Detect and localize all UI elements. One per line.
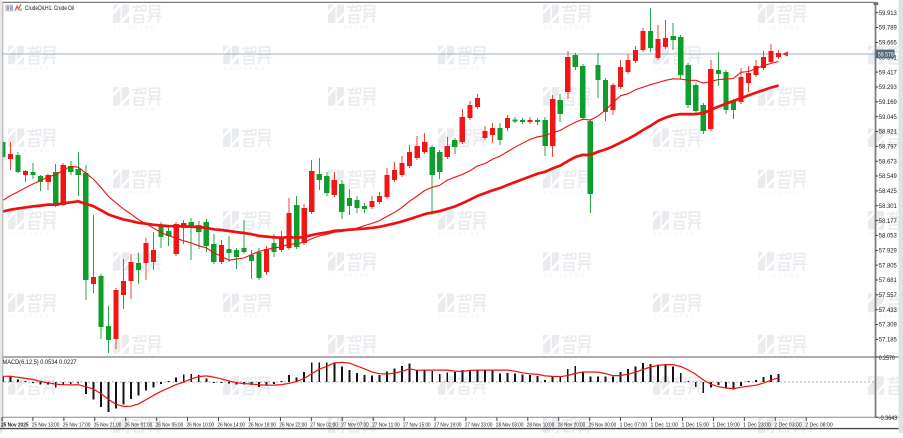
svg-text:26 Nov 05:00: 26 Nov 05:00 [156,422,184,428]
svg-text:58.921: 58.921 [879,129,897,136]
svg-text:57.185: 57.185 [879,337,897,344]
svg-text:58.177: 58.177 [879,218,897,225]
svg-text:27 Nov 23:00: 27 Nov 23:00 [465,422,493,428]
svg-text:26 Nov 01:00: 26 Nov 01:00 [125,422,153,428]
svg-text:59.045: 59.045 [879,114,897,121]
svg-text:59.417: 59.417 [879,69,897,76]
svg-text:-0.3643: -0.3643 [879,415,898,422]
svg-text:25 Nov 21:00: 25 Nov 21:00 [94,422,122,428]
svg-text:25 Nov 13:00: 25 Nov 13:00 [32,422,60,428]
svg-text:1 Dec 11:00: 1 Dec 11:00 [651,422,679,428]
svg-text:2 Dec 08:00: 2 Dec 08:00 [805,422,833,428]
svg-text:57.929: 57.929 [879,248,897,255]
svg-text:28 Nov 10:00: 28 Nov 10:00 [527,422,555,428]
svg-text:1 Dec 07:00: 1 Dec 07:00 [620,422,648,428]
svg-text:26 Nov 22:00: 26 Nov 22:00 [279,422,307,428]
svg-text:27 Nov 07:00: 27 Nov 07:00 [341,422,369,428]
svg-text:57.805: 57.805 [879,262,897,269]
svg-text:1 Dec 15:00: 1 Dec 15:00 [682,422,710,428]
svg-text:27 Nov 02:00: 27 Nov 02:00 [310,422,338,428]
svg-text:26 Nov 10:00: 26 Nov 10:00 [187,422,215,428]
svg-text:26 Nov 18:00: 26 Nov 18:00 [248,422,276,428]
svg-text:59.913: 59.913 [879,10,897,17]
svg-text:58.053: 58.053 [879,233,897,240]
svg-text:59.789: 59.789 [879,25,897,32]
svg-text:29 Nov 00:00: 29 Nov 00:00 [589,422,617,428]
svg-text:58.425: 58.425 [879,188,897,195]
svg-text:2 Dec 03:00: 2 Dec 03:00 [774,422,802,428]
svg-text:58.301: 58.301 [879,203,897,210]
svg-text:57.433: 57.433 [879,307,897,314]
svg-text:58.549: 58.549 [879,173,897,180]
svg-text:27 Nov 11:00: 27 Nov 11:00 [372,422,400,428]
svg-text:57.681: 57.681 [879,277,897,284]
svg-text:57.557: 57.557 [879,292,897,299]
svg-text:28 Nov 20:00: 28 Nov 20:00 [558,422,586,428]
svg-text:59.293: 59.293 [879,84,897,91]
svg-text:58.673: 58.673 [879,158,897,165]
svg-text:59.578: 59.578 [878,52,894,59]
svg-text:28 Nov 03:00: 28 Nov 03:00 [496,422,524,428]
svg-text:57.309: 57.309 [879,322,897,329]
svg-text:MACD(6,12,5) 0.0534 0.0227: MACD(6,12,5) 0.0534 0.0227 [3,359,77,366]
svg-text:26 Nov 14:00: 26 Nov 14:00 [218,422,246,428]
svg-text:27 Nov 15:00: 27 Nov 15:00 [403,422,431,428]
svg-text:1 Dec 19:00: 1 Dec 19:00 [712,422,740,428]
svg-text:1 Dec 23:00: 1 Dec 23:00 [743,422,771,428]
svg-text:25 Nov 17:00: 25 Nov 17:00 [63,422,91,428]
svg-text:59.665: 59.665 [879,40,897,47]
svg-text:25 Nov 2025: 25 Nov 2025 [1,422,29,428]
svg-text:59.169: 59.169 [879,99,897,106]
svg-text:0.2570: 0.2570 [879,355,895,362]
svg-text:27 Nov 19:00: 27 Nov 19:00 [434,422,462,428]
svg-text:58.797: 58.797 [879,144,897,151]
svg-text:CrudeOil,H1: Crude Oil: CrudeOil,H1: Crude Oil [25,5,74,12]
